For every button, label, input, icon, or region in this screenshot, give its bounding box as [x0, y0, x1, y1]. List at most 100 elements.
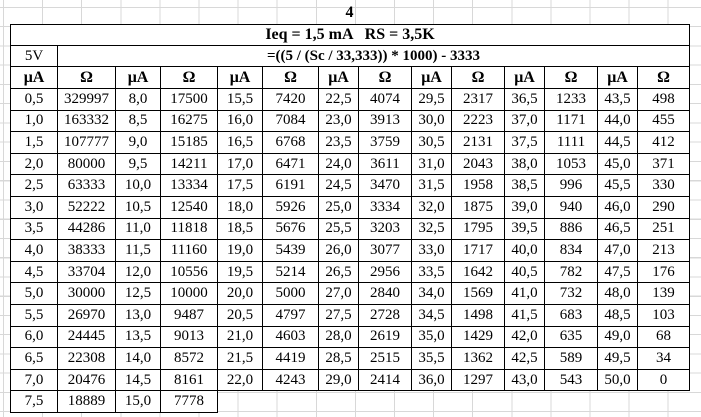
cell-resistance-ohm[interactable]: 4797 [262, 303, 319, 327]
cell-resistance-ohm[interactable]: 30000 [57, 282, 116, 305]
cell-current-ua[interactable]: 12,0 [115, 260, 161, 284]
cell-current-ua[interactable]: 4,5 [10, 260, 58, 284]
cell-current-ua[interactable]: 2,5 [10, 174, 58, 197]
cell-current-ua[interactable]: 12,5 [115, 282, 161, 305]
cell-resistance-ohm[interactable]: 2414 [358, 368, 412, 392]
cell-resistance-ohm[interactable]: 589 [544, 347, 598, 370]
cell-current-ua[interactable]: 18,5 [217, 217, 263, 241]
cell-current-ua[interactable]: 14,0 [115, 347, 161, 370]
cell-current-ua[interactable]: 42,5 [504, 347, 545, 370]
cell-resistance-ohm[interactable]: 103 [637, 303, 690, 327]
cell-current-ua[interactable]: 24,5 [318, 174, 359, 197]
cell-current-ua[interactable]: 4,0 [10, 239, 58, 262]
cell-current-ua[interactable]: 47,0 [597, 239, 638, 262]
cell-resistance-ohm[interactable]: 163332 [57, 109, 116, 133]
cell-resistance-ohm[interactable]: 6471 [262, 152, 319, 176]
cell-resistance-ohm[interactable]: 290 [637, 195, 690, 219]
cell-current-ua[interactable]: 1,5 [10, 131, 58, 154]
cell-current-ua[interactable]: 13,5 [115, 325, 161, 349]
cell-resistance-ohm[interactable]: 4419 [262, 347, 319, 370]
cell-current-ua[interactable]: 20,0 [217, 282, 263, 305]
cell-resistance-ohm[interactable]: 412 [637, 131, 690, 154]
cell-resistance-ohm[interactable]: 3913 [358, 109, 412, 133]
cell-resistance-ohm[interactable]: 1569 [451, 282, 505, 305]
cell-resistance-ohm[interactable]: 455 [637, 109, 690, 133]
cell-current-ua[interactable]: 32,0 [411, 195, 452, 219]
cell-resistance-ohm[interactable]: 3077 [358, 239, 412, 262]
cell-current-ua[interactable]: 46,0 [597, 195, 638, 219]
cell-current-ua[interactable]: 28,5 [318, 347, 359, 370]
cell-current-ua[interactable]: 6,0 [10, 325, 58, 349]
cell-resistance-ohm[interactable]: 3470 [358, 174, 412, 197]
cell-resistance-ohm[interactable]: 3759 [358, 131, 412, 154]
cell-resistance-ohm[interactable]: 213 [637, 239, 690, 262]
cell-resistance-ohm[interactable]: 5926 [262, 195, 319, 219]
cell-resistance-ohm[interactable]: 2840 [358, 282, 412, 305]
cell-current-ua[interactable]: 47,5 [597, 260, 638, 284]
cell-current-ua[interactable]: 28,0 [318, 325, 359, 349]
formula-cell[interactable]: =((5 / (Sc / 33,333)) * 1000) - 3333 [57, 45, 690, 67]
cell-current-ua[interactable]: 5,5 [10, 303, 58, 327]
column-header-ohm[interactable]: Ω [637, 66, 690, 89]
cell-resistance-ohm[interactable]: 3611 [358, 152, 412, 176]
column-header-ohm[interactable]: Ω [544, 66, 598, 89]
column-header-microamp[interactable]: μA [504, 66, 545, 89]
cell-current-ua[interactable]: 49,0 [597, 325, 638, 349]
cell-current-ua[interactable]: 29,5 [411, 88, 452, 111]
cell-current-ua[interactable]: 3,0 [10, 195, 58, 219]
cell-current-ua[interactable]: 1,0 [10, 109, 58, 133]
cell-current-ua[interactable]: 49,5 [597, 347, 638, 370]
empty-sheet-cell[interactable] [263, 391, 319, 413]
cell-resistance-ohm[interactable]: 26970 [57, 303, 116, 327]
cell-current-ua[interactable]: 26,0 [318, 239, 359, 262]
cell-resistance-ohm[interactable]: 13334 [160, 174, 218, 197]
cell-current-ua[interactable]: 21,0 [217, 325, 263, 349]
cell-current-ua[interactable]: 17,0 [217, 152, 263, 176]
cell-current-ua[interactable]: 41,5 [504, 303, 545, 327]
cell-resistance-ohm[interactable]: 1498 [451, 303, 505, 327]
column-header-ohm[interactable]: Ω [358, 66, 412, 89]
cell-current-ua[interactable]: 10,5 [115, 195, 161, 219]
cell-current-ua[interactable]: 39,0 [504, 195, 545, 219]
cell-current-ua[interactable]: 19,0 [217, 239, 263, 262]
cell-resistance-ohm[interactable]: 1875 [451, 195, 505, 219]
cell-resistance-ohm[interactable]: 7420 [262, 88, 319, 111]
cell-resistance-ohm[interactable]: 9487 [160, 303, 218, 327]
cell-current-ua[interactable]: 43,5 [597, 88, 638, 111]
cell-resistance-ohm[interactable]: 2223 [451, 109, 505, 133]
cell-resistance-ohm[interactable]: 5000 [262, 282, 319, 305]
cell-resistance-ohm[interactable]: 63333 [57, 174, 116, 197]
cell-current-ua[interactable]: 35,5 [411, 347, 452, 370]
cell-resistance-ohm[interactable]: 3203 [358, 217, 412, 241]
cell-current-ua[interactable]: 2,0 [10, 152, 58, 176]
cell-resistance-ohm[interactable]: 17500 [160, 88, 218, 111]
cell-current-ua[interactable]: 24,0 [318, 152, 359, 176]
cell-resistance-ohm[interactable]: 68 [637, 325, 690, 349]
cell-resistance-ohm[interactable]: 12540 [160, 195, 218, 219]
cell-resistance-ohm[interactable]: 0 [637, 368, 690, 392]
cell-resistance-ohm[interactable]: 330 [637, 174, 690, 197]
cell-current-ua[interactable]: 30,5 [411, 131, 452, 154]
cell-resistance-ohm[interactable]: 11818 [160, 217, 218, 241]
cell-resistance-ohm[interactable]: 251 [637, 217, 690, 241]
cell-resistance-ohm[interactable]: 683 [544, 303, 598, 327]
cell-resistance-ohm[interactable]: 4074 [358, 88, 412, 111]
cell-resistance-ohm[interactable]: 1111 [544, 131, 598, 154]
empty-sheet-cell[interactable] [505, 391, 545, 413]
cell-resistance-ohm[interactable]: 834 [544, 239, 598, 262]
cell-resistance-ohm[interactable]: 16275 [160, 109, 218, 133]
cell-current-ua[interactable]: 26,5 [318, 260, 359, 284]
empty-sheet-cell[interactable] [412, 391, 452, 413]
cell-current-ua[interactable]: 38,5 [504, 174, 545, 197]
cell-current-ua[interactable]: 21,5 [217, 347, 263, 370]
cell-resistance-ohm[interactable]: 1429 [451, 325, 505, 349]
cell-current-ua[interactable]: 16,0 [217, 109, 263, 133]
cell-resistance-ohm[interactable]: 371 [637, 152, 690, 176]
cell-current-ua[interactable]: 48,0 [597, 282, 638, 305]
cell-resistance-ohm[interactable]: 5676 [262, 217, 319, 241]
cell-current-ua[interactable]: 15,5 [217, 88, 263, 111]
cell-current-ua[interactable]: 8,5 [115, 109, 161, 133]
cell-current-ua[interactable]: 15,0 [115, 390, 161, 413]
cell-resistance-ohm[interactable]: 543 [544, 368, 598, 392]
cell-resistance-ohm[interactable]: 22308 [57, 347, 116, 370]
